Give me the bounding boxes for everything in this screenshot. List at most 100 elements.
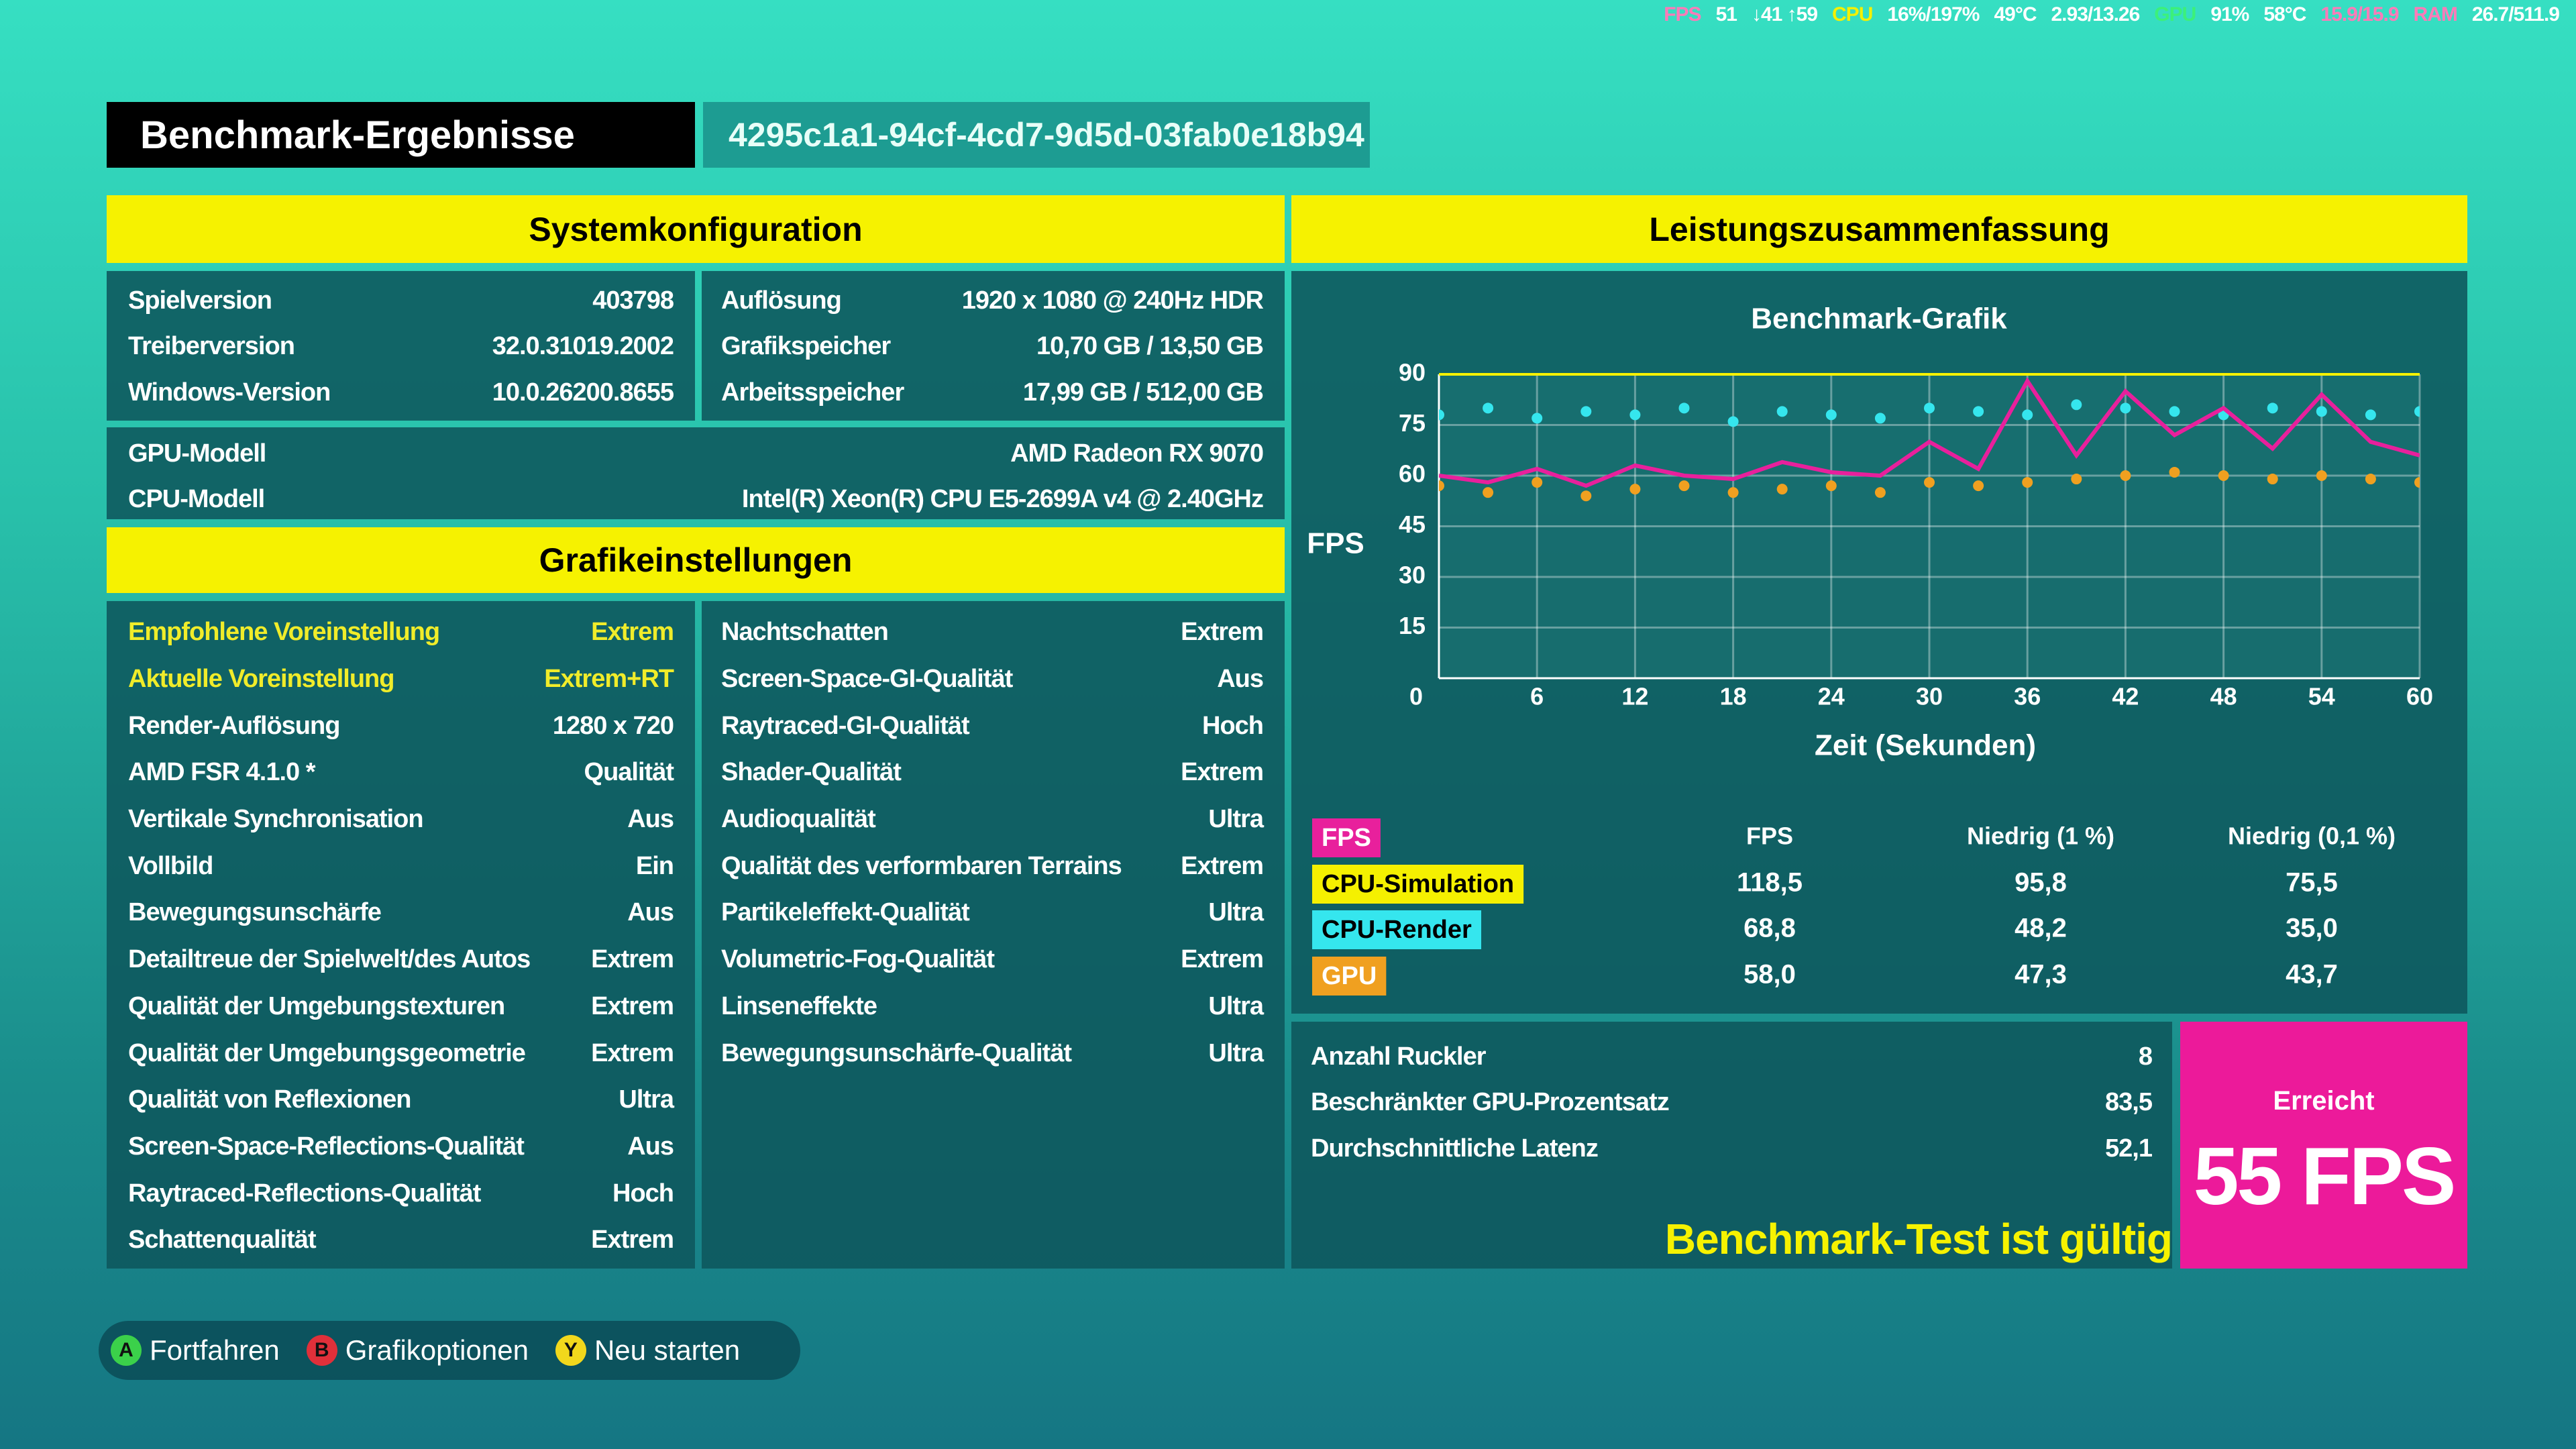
run-id: 4295c1a1-94cf-4cd7-9d5d-03fab0e18b94 [729, 116, 1364, 154]
table-cell: 68,8 [1743, 914, 1796, 943]
table-header: Niedrig (0,1 %) [2228, 822, 2396, 850]
setting-label: Qualität der Umgebungsgeometrie [128, 1038, 526, 1067]
setting-row: Spielversion 403798 [128, 278, 674, 324]
setting-value: 52,1 [2105, 1134, 2153, 1163]
legend-item: FPS [1312, 818, 1381, 857]
data-point [2267, 402, 2278, 414]
setting-value: Hoch [1202, 711, 1264, 740]
setting-row: Render-Auflösung 1280 x 720 [128, 702, 674, 749]
setting-label: Vollbild [128, 851, 213, 880]
legend-chip [1312, 910, 1482, 949]
setting-row: Qualität der Umgebungsgeometrie Extrem [128, 1030, 674, 1077]
setting-row: Vollbild Ein [128, 843, 674, 890]
setting-label: Vertikale Synchronisation [128, 805, 424, 834]
achieved-box: Erreicht 55 FPS [2180, 1022, 2467, 1269]
data-point [1629, 484, 1641, 495]
setting-row: CPU-Modell Intel(R) Xeon(R) CPU E5-2699A … [128, 476, 1264, 522]
setting-value: Extrem [591, 1038, 674, 1067]
table-cell: 47,3 [2015, 960, 2067, 989]
section-header: Leistungszusammenfassung [1291, 195, 2467, 263]
setting-row: Linseneffekte Ultra [721, 983, 1264, 1030]
data-point [1580, 406, 1592, 417]
overlay-item: 51 [1715, 3, 1737, 25]
data-point [1973, 480, 1984, 492]
setting-label: Beschränkter GPU-Prozentsatz [1311, 1088, 1670, 1117]
table-cell: 75,5 [2286, 868, 2338, 898]
setting-label: Partikeleffekt-Qualität [721, 898, 970, 927]
panel: Spielversion 403798 Treiberversion 32.0.310… [107, 271, 695, 421]
setting-label: Bewegungsunschärfe [128, 898, 382, 927]
setting-label: Auflösung [721, 286, 842, 315]
setting-value: Aus [627, 1132, 674, 1161]
overlay-item: RAM [2413, 3, 2458, 25]
setting-row: AMD FSR 4.1.0 * Qualität [128, 749, 674, 796]
plot-area [1439, 374, 2420, 678]
x-tick-label: 36 [2014, 683, 2041, 710]
legend-label: GPU [1322, 962, 1377, 990]
setting-row: Qualität der Umgebungstexturen Extrem [128, 983, 674, 1030]
legend-chip [1312, 818, 1381, 857]
data-point [2022, 409, 2033, 421]
overlay-item: 49°C [1994, 3, 2037, 25]
button[interactable]: B Grafikoptionen [306, 1334, 529, 1366]
setting-row: Anzahl Ruckler 8 [1311, 1034, 2153, 1080]
setting-value: Ultra [1208, 1038, 1264, 1067]
data-point [2414, 406, 2420, 417]
setting-row: Bewegungsunschärfe Aus [128, 890, 674, 936]
y-tick-label: 45 [1399, 511, 1426, 538]
table-cell: 48,2 [2015, 914, 2067, 943]
setting-label: Detailtreue der Spielwelt/des Autos [128, 945, 531, 974]
setting-row: Treiberversion 32.0.31019.2002 [128, 324, 674, 370]
overlay-item: 16%/197% [1887, 3, 1980, 25]
setting-row: Qualität des verformbaren Terrains Extrem [721, 843, 1264, 890]
legend-label: CPU-Render [1322, 916, 1472, 944]
x-tick-label: 6 [1530, 683, 1544, 710]
setting-value: 32.0.31019.2002 [492, 332, 674, 361]
data-point [1825, 480, 1837, 492]
setting-value: Intel(R) Xeon(R) CPU E5-2699A v4 @ 2.40G… [741, 484, 1264, 513]
setting-row: Raytraced-Reflections-Qualität Hoch [128, 1170, 674, 1217]
setting-label: Raytraced-Reflections-Qualität [128, 1179, 481, 1208]
setting-value: Extrem [1181, 618, 1264, 647]
setting-row: Empfohlene Voreinstellung Extrem [128, 609, 674, 656]
setting-label: AMD FSR 4.1.0 * [128, 758, 316, 787]
setting-row: Durchschnittliche Latenz 52,1 [1311, 1126, 2153, 1172]
perf-overlay: FPS 51 ↓41 ↑59 CPU 16%/197% 49°C 2.93/13.26 GPU… [1664, 0, 2560, 30]
chart-title: Benchmark-Grafik [1751, 303, 2007, 335]
y-tick-label: 75 [1399, 409, 1426, 437]
legend-item: CPU-Simulation [1312, 865, 1524, 904]
x-tick-label: 60 [2406, 683, 2433, 710]
y-tick-label: 60 [1399, 460, 1426, 488]
x-tick-label: 54 [2308, 683, 2335, 710]
panel: GPU-Modell AMD Radeon RX 9070 CPU-Modell In… [107, 427, 1285, 519]
y-tick-label: 15 [1399, 612, 1426, 639]
overlay-item: 58°C [2263, 3, 2306, 25]
data-point [1483, 487, 1494, 498]
data-point [1924, 477, 1935, 488]
data-point [1874, 413, 1886, 424]
setting-row: Audioqualität Ultra [721, 796, 1264, 843]
setting-value: 83,5 [2105, 1088, 2153, 1117]
plot-series [1439, 377, 2420, 502]
setting-value: Extrem [1181, 851, 1264, 880]
data-point [2169, 466, 2180, 478]
data-line [1439, 377, 2420, 488]
setting-row: Auflösung 1920 x 1080 @ 240Hz HDR [721, 278, 1264, 324]
setting-label: Spielversion [128, 286, 272, 315]
overlay-item: ↓41 ↑59 [1751, 3, 1818, 25]
button[interactable]: Y Neu starten [555, 1334, 740, 1366]
button[interactable]: A Fortfahren [111, 1334, 280, 1366]
setting-row: Bewegungsunschärfe-Qualität Ultra [721, 1030, 1264, 1077]
data-point [1825, 409, 1837, 421]
setting-row: Screen-Space-Reflections-Qualität Aus [128, 1124, 674, 1171]
setting-label: CPU-Modell [128, 484, 265, 513]
setting-label: Bewegungsunschärfe-Qualität [721, 1038, 1072, 1067]
setting-label: Raytraced-GI-Qualität [721, 711, 970, 740]
setting-value: Aus [1217, 665, 1264, 694]
table-cell: 43,7 [2286, 960, 2338, 989]
table-cell: 95,8 [2015, 868, 2067, 898]
table-cell: 35,0 [2286, 914, 2338, 943]
setting-row: Windows-Version 10.0.26200.8655 [128, 370, 674, 416]
button-bar: A Fortfahren B Grafikoptionen Y Neu starten [99, 1321, 800, 1380]
